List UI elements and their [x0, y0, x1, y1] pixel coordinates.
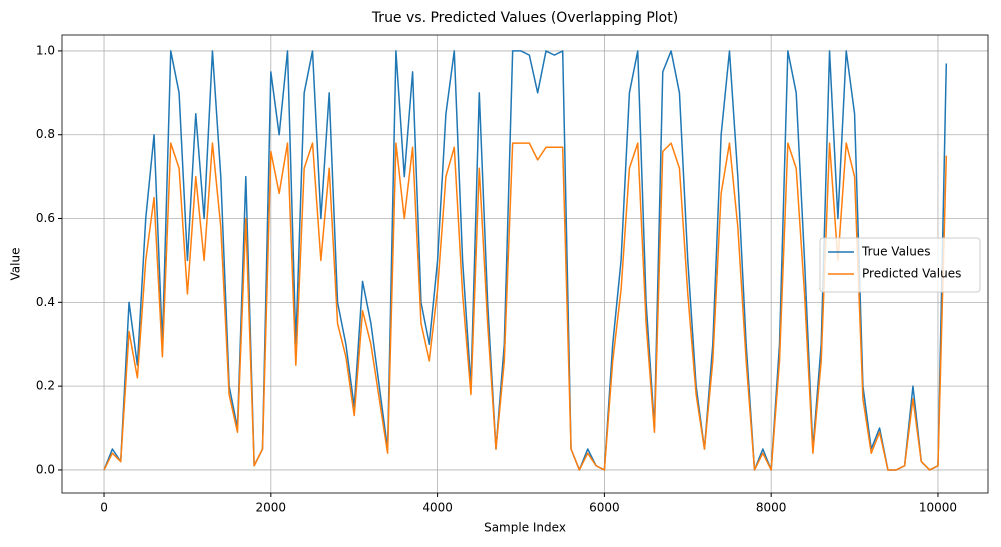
- chart-title: True vs. Predicted Values (Overlapping P…: [371, 10, 678, 26]
- x-tick-label: 4000: [422, 501, 453, 515]
- x-tick-label: 0: [100, 501, 108, 515]
- y-axis-label: Value: [9, 248, 23, 281]
- x-tick-label: 6000: [589, 501, 620, 515]
- y-tick-label: 1.0: [36, 43, 55, 57]
- x-axis-label: Sample Index: [484, 521, 566, 535]
- x-tick-label: 8000: [756, 501, 787, 515]
- y-tick-label: 0.4: [36, 295, 55, 309]
- y-tick-label: 0.8: [36, 127, 55, 141]
- legend-label: True Values: [861, 245, 931, 259]
- legend-label: Predicted Values: [862, 267, 961, 281]
- y-tick-label: 0.2: [36, 379, 55, 393]
- x-tick-label: 10000: [919, 501, 957, 515]
- plot-frame: [61, 34, 989, 494]
- series-line: [103, 142, 948, 471]
- y-tick-label: 0.0: [36, 462, 55, 476]
- series-line: [103, 50, 948, 471]
- x-tick-label: 2000: [256, 501, 287, 515]
- legend-box: [819, 237, 981, 293]
- y-tick-label: 0.6: [36, 211, 55, 225]
